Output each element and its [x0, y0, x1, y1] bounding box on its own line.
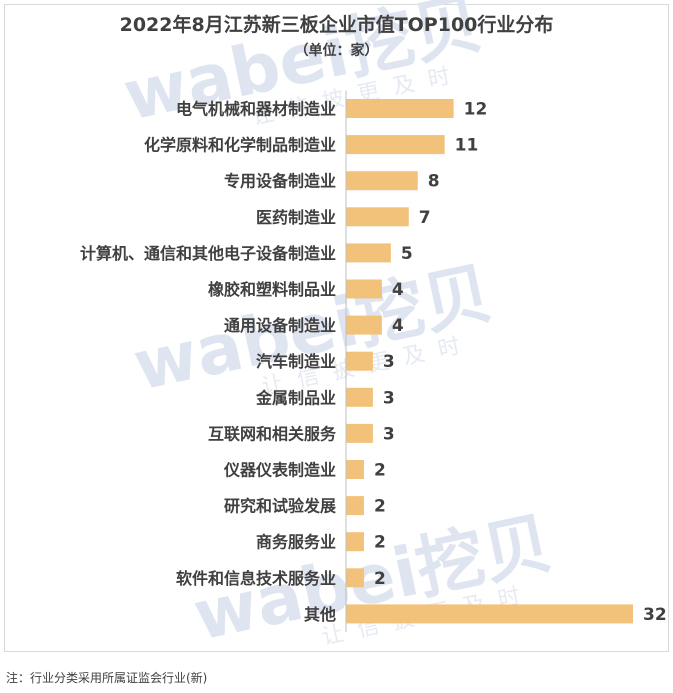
bar — [346, 532, 364, 552]
watermark-layer: wabei挖贝让信披更及时wabei挖贝让信披更及时wabei挖贝让信披更及时 — [117, 0, 558, 657]
data-label: 7 — [419, 208, 431, 228]
data-label: 3 — [383, 352, 395, 372]
bar — [346, 460, 364, 479]
category-label: 医药制造业 — [256, 208, 336, 227]
data-label: 32 — [643, 605, 667, 625]
data-label: 2 — [374, 497, 386, 517]
bar — [346, 351, 373, 371]
category-label: 专用设备制造业 — [224, 172, 336, 191]
data-label: 5 — [401, 244, 413, 264]
bar — [346, 496, 364, 516]
bars-layer: 电气机械和器材制造业 12 化学原料和化学制品制造业 11 专用设备制造业 8 医药制造业 7… — [80, 99, 667, 625]
data-label: 3 — [383, 424, 395, 444]
data-label: 4 — [392, 316, 404, 336]
chart-frame — [4, 4, 669, 652]
bar — [346, 207, 409, 227]
data-label: 8 — [428, 172, 440, 192]
bar — [346, 315, 382, 335]
category-label: 橡胶和塑料制品业 — [208, 280, 336, 299]
category-label: 计算机、通信和其他电子设备制造业 — [80, 244, 336, 263]
bar — [346, 135, 445, 155]
data-label: 2 — [374, 533, 386, 553]
data-label: 2 — [374, 569, 386, 589]
category-label: 化学原料和化学制品制造业 — [144, 136, 336, 155]
bar — [346, 99, 454, 118]
bar — [346, 604, 633, 624]
chart-title: 2022年8月江苏新三板企业市值TOP100行业分布 — [119, 14, 554, 36]
data-label: 4 — [392, 280, 404, 300]
chart-subtitle: （单位：家） — [294, 43, 379, 59]
data-label: 12 — [464, 100, 488, 120]
category-label: 商务服务业 — [256, 533, 336, 552]
category-label: 金属制品业 — [255, 388, 336, 407]
bar — [346, 243, 391, 263]
category-label: 互联网和相关服务 — [208, 424, 337, 443]
category-label: 其他 — [304, 605, 336, 624]
data-label: 2 — [374, 461, 386, 481]
category-label: 电气机械和器材制造业 — [176, 100, 336, 119]
category-label: 通用设备制造业 — [224, 316, 336, 335]
data-label: 3 — [383, 388, 395, 408]
bar — [346, 171, 418, 191]
category-label: 软件和信息技术服务业 — [176, 569, 336, 588]
bar — [346, 568, 364, 588]
category-label: 汽车制造业 — [256, 352, 336, 371]
category-label: 研究和试验发展 — [224, 497, 337, 516]
bar — [346, 279, 382, 299]
footnote: 注：行业分类采用所属证监会行业(新) — [6, 671, 208, 685]
bar — [346, 387, 373, 407]
category-label: 仪器仪表制造业 — [223, 461, 336, 480]
data-label: 11 — [455, 136, 479, 156]
bar — [346, 423, 373, 443]
